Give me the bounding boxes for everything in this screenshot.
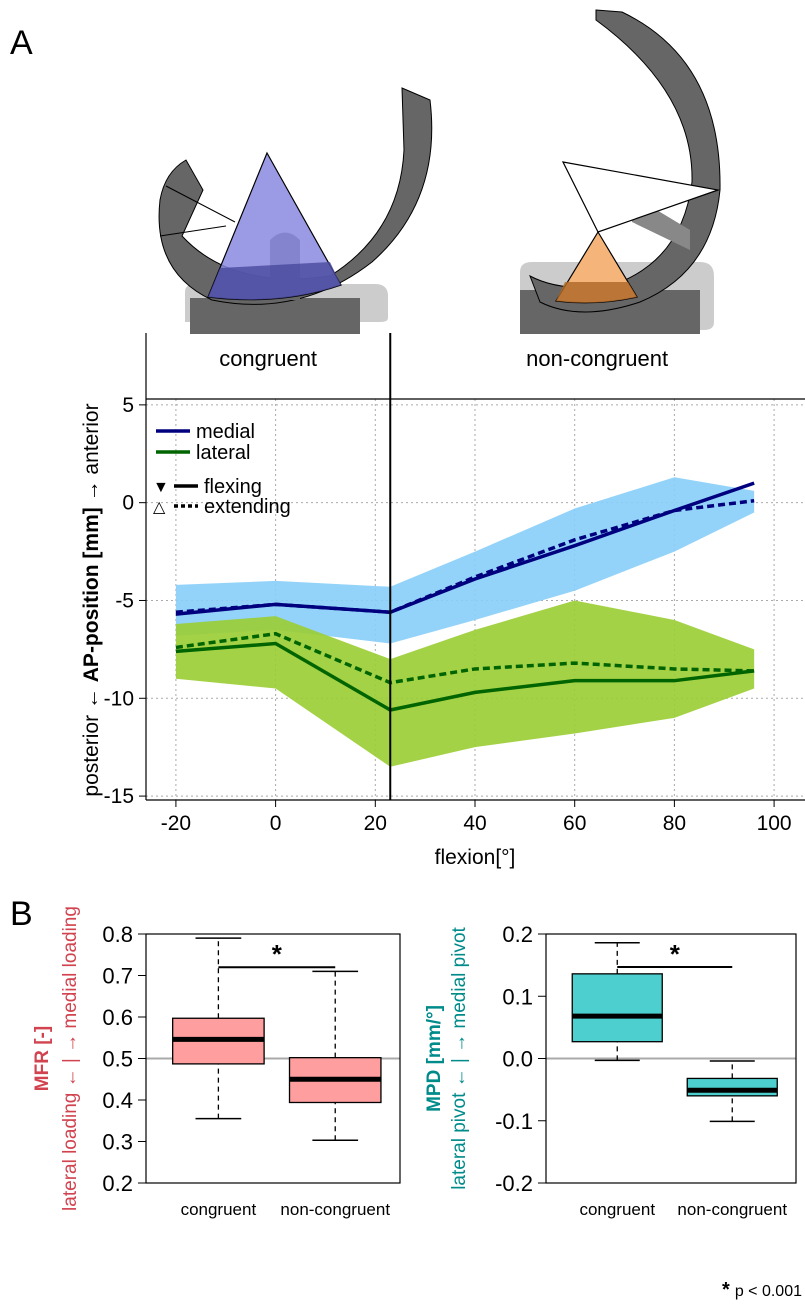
legend-marker: △ [153, 499, 166, 516]
y-tick-label: 0.7 [102, 964, 133, 989]
implant-illustrations [158, 9, 721, 334]
box [571, 973, 663, 1043]
y-tick-label: -5 [115, 589, 134, 612]
region-label: non-congruent [526, 346, 668, 371]
y-tick-label: 0 [122, 492, 134, 515]
footnote: * p < 0.001 [722, 1279, 802, 1301]
y-axis-label: lateral pivot ← | → medial pivot [449, 926, 470, 1189]
y-tick-label: -15 [104, 785, 134, 808]
femoral-component [529, 9, 721, 313]
y-axis-label: MPD [mm/°] [424, 1005, 445, 1112]
y-tick-label: -10 [104, 687, 134, 710]
y-tick-label: 0.2 [102, 1171, 133, 1196]
legend-label: medial [196, 421, 255, 443]
y-tick-label: 0.2 [502, 922, 533, 947]
x-tick-label: 80 [663, 812, 686, 835]
scatter-cloud [175, 600, 755, 767]
y-tick-label: -0.2 [495, 1171, 533, 1196]
y-tick-label: 0.6 [102, 1005, 133, 1030]
series-line [175, 498, 755, 614]
series-line [175, 631, 755, 685]
scatter-cloud [175, 477, 755, 644]
y-tick-label: 0.5 [102, 1047, 133, 1072]
contact-triangle [561, 161, 721, 233]
x-tick-label: -20 [161, 812, 191, 835]
x-tick-label: congruent [579, 1200, 655, 1219]
x-tick-label: 0 [270, 812, 282, 835]
x-tick-label: 20 [364, 812, 387, 835]
y-tick-label: 0.1 [502, 984, 533, 1009]
y-axis-label: lateral loading ← | → medial loading [60, 906, 81, 1211]
y-axis-label: MFR [-] [32, 1026, 53, 1091]
box [686, 1077, 778, 1097]
footnote-text: p < 0.001 [735, 1283, 802, 1300]
y-axis-label-part: posterior ← [80, 682, 103, 796]
legend-label: lateral [196, 442, 250, 464]
footnote-symbol: * [722, 1279, 730, 1301]
x-tick-label: 40 [463, 812, 486, 835]
x-tick-label: 60 [563, 812, 586, 835]
x-tick-label: congruent [181, 1200, 257, 1219]
tibial-base [190, 298, 360, 334]
panel-label: A [10, 24, 33, 62]
y-tick-label: 0.4 [102, 1088, 133, 1113]
y-tick-label: 0.0 [502, 1047, 533, 1072]
x-axis-label: flexion[°] [435, 846, 516, 869]
y-tick-label: -0.1 [495, 1109, 533, 1134]
panel-label: B [10, 895, 33, 933]
significance-label: * [670, 939, 681, 969]
legend-marker: ▼ [153, 479, 169, 496]
region-label: congruent [219, 346, 317, 371]
y-axis-label-part: → anterior [80, 403, 103, 507]
legend-label: flexing [204, 476, 262, 498]
significance-label: * [272, 939, 283, 969]
y-tick-label: 0.3 [102, 1130, 133, 1155]
guide-lines [159, 185, 236, 237]
y-tick-label: 0.8 [102, 922, 133, 947]
y-axis-label: posterior ← AP-position [mm] → anterior [80, 403, 103, 796]
x-tick-label: 100 [757, 812, 792, 835]
x-tick-label: non-congruent [677, 1200, 787, 1219]
legend-label: extending [204, 496, 291, 518]
series-line [175, 641, 755, 712]
y-axis-label-part: AP-position [mm] [80, 507, 103, 682]
y-tick-label: 5 [122, 394, 134, 417]
x-tick-label: non-congruent [280, 1200, 390, 1219]
contact-region [208, 262, 341, 300]
contact-region [556, 282, 637, 303]
